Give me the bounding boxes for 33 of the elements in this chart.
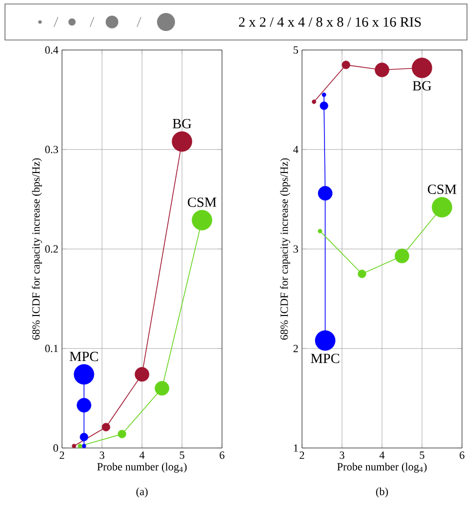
series-label: CSM bbox=[428, 184, 456, 194]
series-label: BG bbox=[412, 81, 432, 90]
y-tick-label: 5 bbox=[294, 46, 298, 54]
x-tick-label: 4 bbox=[379, 452, 385, 459]
x-axis-title: Probe number (log$_{4}$) bbox=[97, 462, 187, 473]
x-tick-label: 5 bbox=[420, 452, 424, 459]
legend-title: 2 x 2 / 4 x 4 / 8 x 8 / 16 x 16 RIS bbox=[238, 17, 421, 27]
x-tick-label: 4 bbox=[139, 452, 145, 459]
y-tick-label: 4 bbox=[293, 146, 298, 154]
y-tick-label: 0.3 bbox=[45, 146, 58, 154]
y-tick-label: 0.1 bbox=[45, 344, 58, 352]
series-label: CSM bbox=[188, 198, 216, 207]
x-tick-label: 3 bbox=[340, 452, 344, 459]
x-tick-label: 6 bbox=[220, 452, 224, 459]
series-label: BG bbox=[172, 118, 192, 128]
y-tick-label: 3 bbox=[294, 245, 298, 253]
x-axis-title: Probe number (log$_{4}$) bbox=[337, 462, 427, 473]
x-tick-label: 6 bbox=[460, 452, 464, 459]
text: (a) bbox=[136, 488, 148, 498]
series-label: MPC bbox=[70, 352, 98, 362]
y-tick-label: 0 bbox=[53, 444, 58, 452]
y-tick-label: 2 bbox=[293, 344, 298, 352]
y-axis-title: 68% ICDF for capacity increase (bps/Hz) bbox=[32, 158, 42, 340]
x-tick-label: 2 bbox=[300, 452, 304, 459]
x-tick-label: 5 bbox=[180, 452, 184, 459]
series-label: MPC bbox=[310, 354, 340, 364]
text: (b) bbox=[376, 488, 388, 498]
y-tick-label: 0.4 bbox=[45, 46, 58, 54]
y-tick-label: 0.2 bbox=[45, 245, 58, 253]
x-tick-label: 3 bbox=[100, 452, 104, 459]
y-axis-title: 68% ICDF for capacity increase (bps/Hz) bbox=[280, 158, 290, 340]
y-tick-label: 1 bbox=[294, 444, 298, 452]
x-tick-label: 2 bbox=[60, 452, 64, 459]
